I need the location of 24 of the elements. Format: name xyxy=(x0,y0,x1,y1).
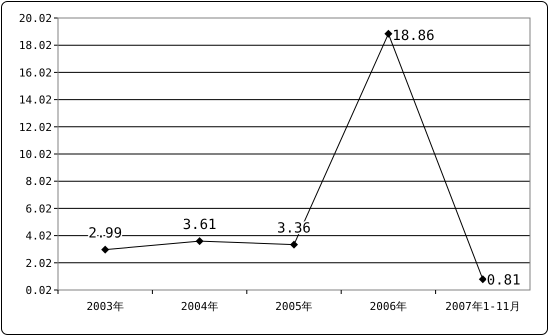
x-tick-label: 2004年 xyxy=(180,300,218,313)
y-tick-label: 4.02 xyxy=(26,230,52,243)
y-tick-label: 16.02 xyxy=(18,66,52,80)
point xyxy=(384,30,392,38)
y-tick-label: 12.02 xyxy=(18,120,52,134)
y-tick-label: 6.02 xyxy=(26,202,52,216)
y-tick-label: 10.02 xyxy=(18,148,52,161)
x-tick-label: 2007年1-11月 xyxy=(445,300,520,313)
y-tick-label: 18.02 xyxy=(18,39,52,52)
data-label: 3.61 xyxy=(182,217,216,234)
y-tick-label: 8.02 xyxy=(26,175,52,188)
x-tick-label: 2005年 xyxy=(275,300,313,313)
point xyxy=(196,237,204,246)
data-label: 0.81 xyxy=(486,272,521,288)
x-tick-label: 2003年 xyxy=(86,300,124,313)
y-tick-label: 0.02 xyxy=(26,284,52,297)
y-tick-label: 20.02 xyxy=(18,12,52,25)
data-label: 18.86 xyxy=(392,28,435,44)
x-tick-label: 2006年 xyxy=(370,300,408,313)
point xyxy=(101,246,110,254)
y-tick-label: 2.02 xyxy=(26,256,52,270)
point xyxy=(478,275,487,284)
point xyxy=(290,240,298,249)
y-tick-label: 14.02 xyxy=(18,94,52,107)
